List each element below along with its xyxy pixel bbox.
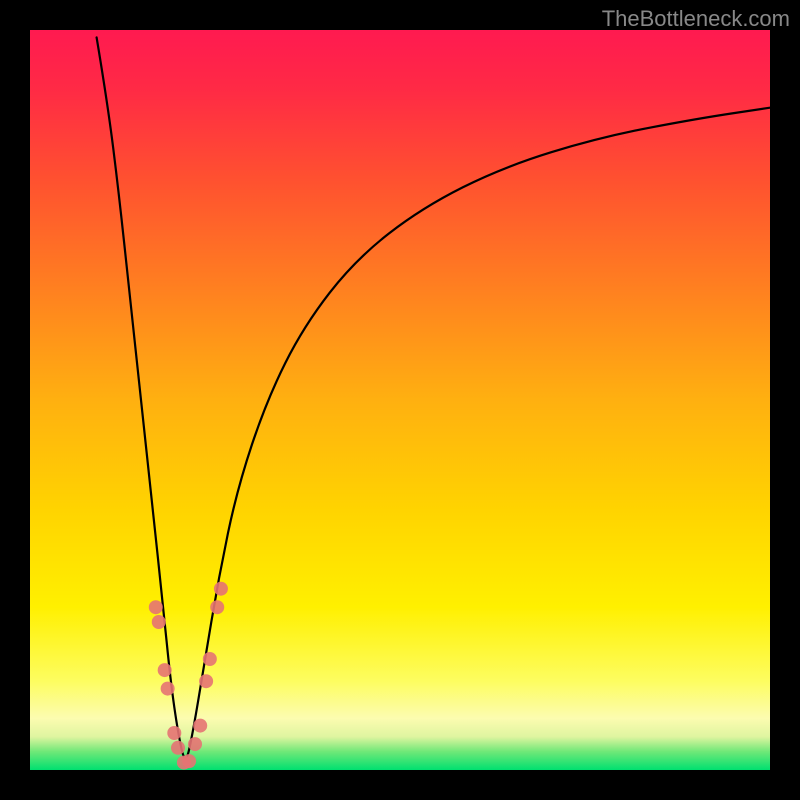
data-marker: [167, 726, 181, 740]
chart-container: TheBottleneck.com: [0, 0, 800, 800]
data-marker: [188, 737, 202, 751]
data-marker: [158, 663, 172, 677]
data-marker: [193, 719, 207, 733]
data-marker: [152, 615, 166, 629]
data-marker: [149, 600, 163, 614]
data-marker: [199, 674, 213, 688]
data-marker: [203, 652, 217, 666]
data-marker: [210, 600, 224, 614]
data-marker: [182, 754, 196, 768]
data-marker: [171, 741, 185, 755]
watermark-text: TheBottleneck.com: [602, 6, 790, 32]
plot-area: [30, 30, 770, 770]
data-marker: [161, 682, 175, 696]
data-marker: [214, 582, 228, 596]
bottleneck-chart: [30, 30, 770, 770]
